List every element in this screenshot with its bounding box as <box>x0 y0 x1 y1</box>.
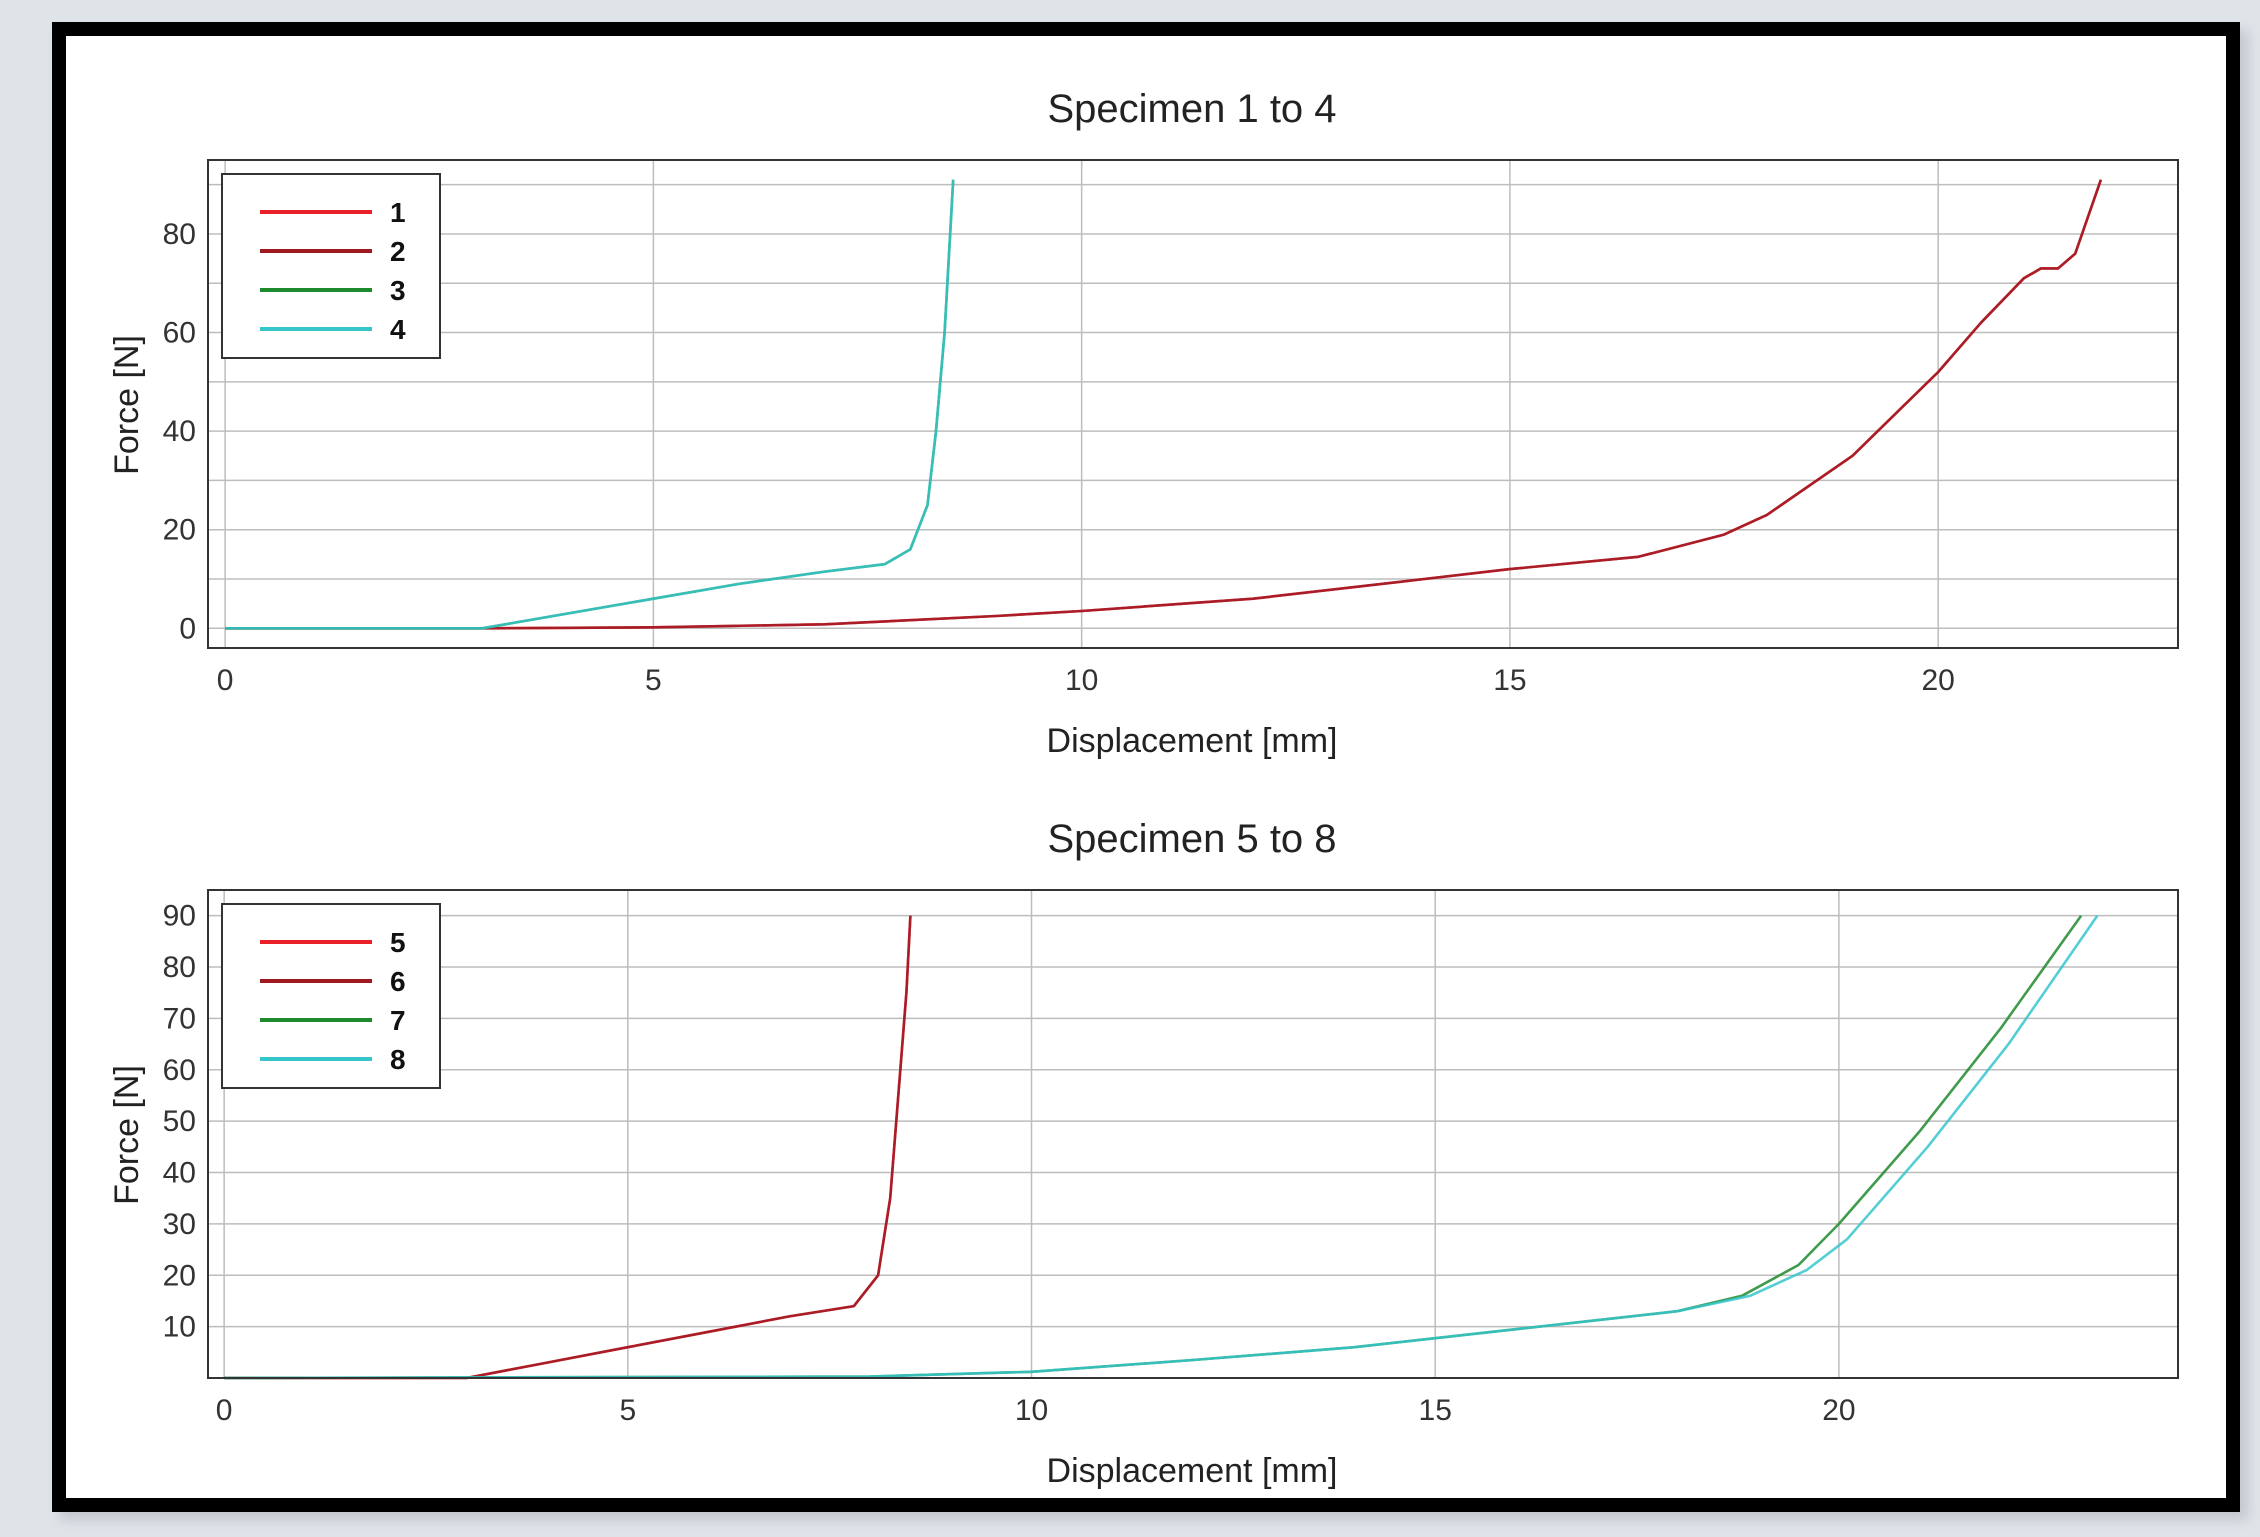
y-tick-label: 60 <box>163 317 196 350</box>
x-tick-label: 5 <box>619 1394 636 1427</box>
legend-label-2: 2 <box>390 236 406 267</box>
legend-label-6: 6 <box>390 966 406 997</box>
chart-1-plot-area <box>207 159 2179 649</box>
y-tick-label: 40 <box>163 415 196 448</box>
x-tick-label: 20 <box>1921 664 1954 697</box>
y-tick-label: 70 <box>163 1002 196 1035</box>
chart-1-y-ticks: 0 20 40 60 80 <box>163 218 196 645</box>
y-tick-label: 20 <box>163 514 196 547</box>
chart-2-plot-area <box>207 889 2179 1379</box>
y-tick-label: 30 <box>163 1208 196 1241</box>
y-tick-label: 0 <box>179 612 196 645</box>
series-line-2 <box>225 179 2103 630</box>
x-tick-label: 10 <box>1015 1394 1048 1427</box>
y-tick-label: 60 <box>163 1054 196 1087</box>
chart-1: Specimen 1 to 4 0 5 10 15 20 0 20 40 60 80 Displ… <box>108 87 2179 760</box>
chart-1-grid <box>208 160 2178 648</box>
x-tick-label: 10 <box>1065 664 1098 697</box>
x-tick-label: 0 <box>217 664 234 697</box>
chart-2-title: Specimen 5 to 8 <box>1047 817 1336 861</box>
legend-label-4: 4 <box>390 314 406 345</box>
legend-label-5: 5 <box>390 927 406 958</box>
x-tick-label: 0 <box>216 1394 233 1427</box>
legend-label-1: 1 <box>390 197 406 228</box>
chart-1-x-ticks: 0 5 10 15 20 <box>217 664 1955 697</box>
x-tick-label: 20 <box>1822 1394 1855 1427</box>
chart-2-lines <box>224 914 2099 1380</box>
x-tick-label: 15 <box>1419 1394 1452 1427</box>
chart-2-x-ticks: 0 5 10 15 20 <box>216 1394 1856 1427</box>
y-tick-label: 90 <box>163 900 196 933</box>
chart-1-x-axis-label: Displacement [mm] <box>1047 722 1338 760</box>
y-tick-label: 80 <box>163 218 196 251</box>
x-tick-label: 15 <box>1493 664 1526 697</box>
chart-2-legend: 5 6 7 8 <box>221 903 441 1089</box>
legend-label-3: 3 <box>390 275 406 306</box>
chart-1-legend: 1 2 3 4 <box>221 173 441 359</box>
y-tick-label: 10 <box>163 1311 196 1344</box>
chart-2-y-ticks: 10 20 30 40 50 60 70 80 90 <box>163 900 196 1344</box>
x-tick-label: 5 <box>645 664 662 697</box>
chart-2-grid <box>208 890 2178 1378</box>
chart-1-y-axis-label: Force [N] <box>108 335 146 475</box>
legend-label-8: 8 <box>390 1044 406 1075</box>
series-line-6 <box>224 915 912 1380</box>
chart-1-title: Specimen 1 to 4 <box>1047 87 1336 131</box>
legend-label-7: 7 <box>390 1005 406 1036</box>
y-tick-label: 50 <box>163 1105 196 1138</box>
chart-2: Specimen 5 to 8 0 5 10 15 20 10 20 30 40 50 60 70 8… <box>108 817 2179 1490</box>
y-tick-label: 20 <box>163 1259 196 1292</box>
series-line-8 <box>224 914 2099 1380</box>
series-line-4 <box>225 179 955 630</box>
series-line-7 <box>224 914 2083 1380</box>
series-line-1 <box>225 179 2103 630</box>
y-tick-label: 40 <box>163 1157 196 1190</box>
y-tick-label: 80 <box>163 951 196 984</box>
chart-2-x-axis-label: Displacement [mm] <box>1047 1452 1338 1490</box>
chart-2-y-axis-label: Force [N] <box>108 1065 146 1205</box>
chart-1-lines <box>225 179 2103 630</box>
